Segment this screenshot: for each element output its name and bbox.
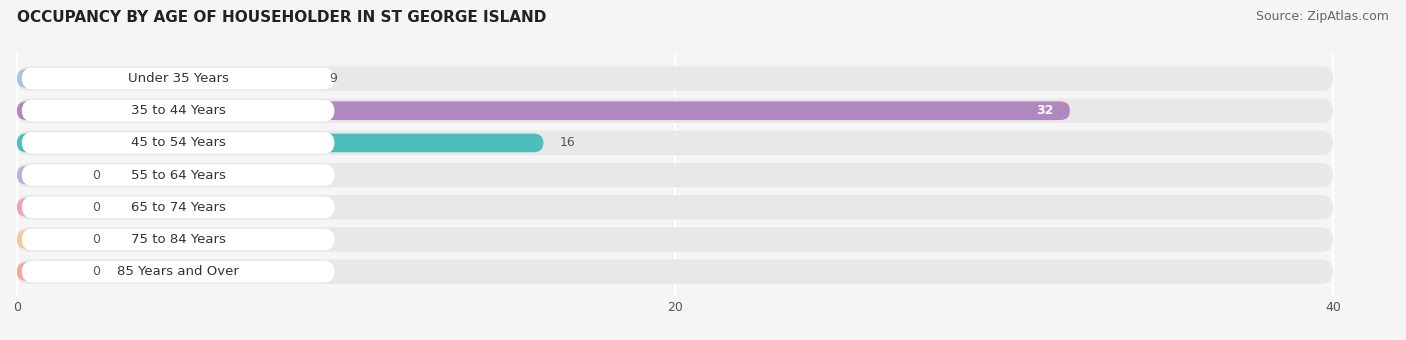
FancyBboxPatch shape [17,198,76,217]
FancyBboxPatch shape [17,134,543,152]
Text: 45 to 54 Years: 45 to 54 Years [131,136,225,149]
Text: 32: 32 [1036,104,1053,117]
FancyBboxPatch shape [17,101,1070,120]
FancyBboxPatch shape [17,262,76,281]
FancyBboxPatch shape [22,197,335,218]
Text: 65 to 74 Years: 65 to 74 Years [131,201,225,214]
Text: Under 35 Years: Under 35 Years [128,72,229,85]
FancyBboxPatch shape [22,261,335,283]
Text: 0: 0 [93,265,101,278]
Text: 9: 9 [329,72,337,85]
Text: 85 Years and Over: 85 Years and Over [117,265,239,278]
FancyBboxPatch shape [17,69,314,88]
FancyBboxPatch shape [17,230,76,249]
FancyBboxPatch shape [17,66,1333,91]
Text: 35 to 44 Years: 35 to 44 Years [131,104,225,117]
FancyBboxPatch shape [17,259,1333,284]
FancyBboxPatch shape [17,99,1333,123]
Text: 16: 16 [560,136,575,149]
FancyBboxPatch shape [22,229,335,250]
FancyBboxPatch shape [17,166,76,184]
FancyBboxPatch shape [22,164,335,186]
FancyBboxPatch shape [22,100,335,121]
Text: 0: 0 [93,169,101,182]
FancyBboxPatch shape [22,132,335,154]
Text: OCCUPANCY BY AGE OF HOUSEHOLDER IN ST GEORGE ISLAND: OCCUPANCY BY AGE OF HOUSEHOLDER IN ST GE… [17,10,547,25]
Text: Source: ZipAtlas.com: Source: ZipAtlas.com [1256,10,1389,23]
FancyBboxPatch shape [22,68,335,89]
FancyBboxPatch shape [17,195,1333,220]
Text: 55 to 64 Years: 55 to 64 Years [131,169,225,182]
FancyBboxPatch shape [17,227,1333,252]
FancyBboxPatch shape [17,163,1333,187]
Text: 0: 0 [93,201,101,214]
Text: 0: 0 [93,233,101,246]
FancyBboxPatch shape [17,131,1333,155]
Text: 75 to 84 Years: 75 to 84 Years [131,233,225,246]
